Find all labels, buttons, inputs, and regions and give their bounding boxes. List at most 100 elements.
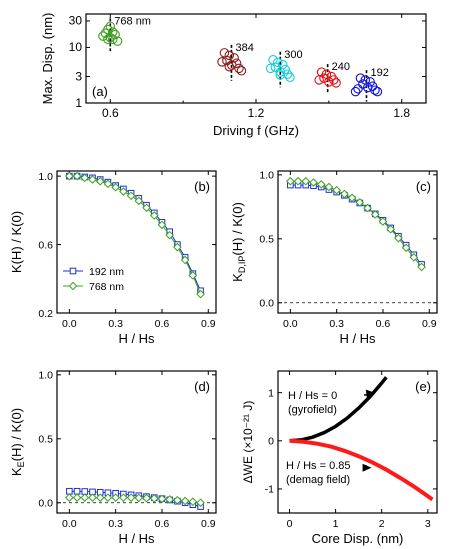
panel-b-frame <box>56 170 217 314</box>
data-point <box>134 196 144 206</box>
x-tick-label: 0.3 <box>329 318 344 330</box>
y-tick-label: 1.0 <box>38 171 53 183</box>
data-point <box>331 78 341 88</box>
data-point <box>103 493 113 502</box>
y-tick-label: 0.2 <box>38 308 53 320</box>
series-line <box>289 376 388 443</box>
series-192: 192 <box>350 67 389 102</box>
data-point <box>142 493 151 503</box>
series-demag-field <box>289 438 434 502</box>
data-point <box>347 193 357 203</box>
series-192-nm <box>287 181 425 268</box>
data-point <box>88 493 97 502</box>
legend-marker <box>69 267 77 275</box>
data-point <box>110 29 120 40</box>
data-point <box>95 493 105 502</box>
data-point <box>105 21 116 32</box>
panel-d: 0.0 0.3 0.6 0.9 0.0 0.5 1.0 H / Hs KE(H) / K(0) (… <box>9 370 217 546</box>
data-point <box>188 497 198 507</box>
x-tick-label: 1.2 <box>248 106 265 120</box>
data-point <box>72 171 82 181</box>
y-tick-label: -1 <box>265 484 274 496</box>
data-point <box>282 69 293 79</box>
data-point <box>180 255 190 265</box>
data-point <box>353 84 363 94</box>
data-point <box>80 173 90 183</box>
data-point <box>88 175 97 184</box>
series-label: 240 <box>332 61 350 73</box>
data-point <box>401 243 411 253</box>
series-gyrofield <box>289 376 388 443</box>
data-point <box>107 27 118 37</box>
data-point <box>103 179 113 189</box>
y-tick-label: 0.5 <box>38 434 53 446</box>
x-tick-label: 3 <box>425 518 431 530</box>
x-axis-label: H / Hs <box>339 331 376 346</box>
panel-label: (b) <box>194 179 210 194</box>
data-point <box>309 178 318 187</box>
y-tick-label: 0.6 <box>38 239 53 251</box>
data-point <box>280 64 290 75</box>
data-point <box>107 34 118 45</box>
data-point <box>409 253 419 262</box>
panel-label: (c) <box>416 179 431 194</box>
series-240: 240 <box>314 61 350 93</box>
panel-d-frame <box>56 370 217 514</box>
series-line <box>290 184 422 265</box>
x-tick-label: 0.3 <box>108 518 123 530</box>
data-point <box>270 62 281 73</box>
data-point <box>126 493 136 502</box>
panel-label: (e) <box>415 379 431 394</box>
series-label: 300 <box>284 49 302 61</box>
data-point <box>196 289 205 299</box>
x-tick-label: 0.6 <box>102 106 119 120</box>
y-tick-label: 0 <box>268 436 274 448</box>
legend-label: 192 nm <box>89 266 124 278</box>
data-point <box>340 189 349 199</box>
data-point <box>234 63 244 74</box>
data-point <box>236 66 247 76</box>
data-point <box>316 180 326 189</box>
data-point <box>265 63 276 74</box>
annotation-sub: (demag field) <box>286 474 350 486</box>
data-point <box>65 171 74 181</box>
x-axis-label: Core Disp. (nm) <box>312 531 404 546</box>
y-tick-label: 3 <box>75 69 82 83</box>
data-point <box>142 203 151 213</box>
x-tick-label: 0.0 <box>62 518 77 530</box>
x-axis-label: H / Hs <box>118 331 155 346</box>
series-line <box>290 180 422 268</box>
y-tick-label: 1 <box>268 387 274 399</box>
series-line <box>69 490 201 508</box>
x-tick-label: 0.0 <box>283 318 298 330</box>
x-tick-label: 0.3 <box>108 318 123 330</box>
x-tick-label: 0.9 <box>201 518 216 530</box>
data-point <box>355 73 366 83</box>
arrow-head <box>365 389 375 398</box>
y-tick-label: 30 <box>69 14 83 28</box>
annotation-gyrofield: H / Hs = 0 (gyrofield) <box>288 389 375 416</box>
data-point <box>119 493 128 502</box>
x-tick-label: 0.6 <box>376 318 391 330</box>
data-point <box>66 487 73 495</box>
x-tick-label: 2 <box>379 518 385 530</box>
arrow-head <box>362 463 372 472</box>
data-point <box>173 495 182 505</box>
data-point <box>119 187 128 196</box>
panel-c-frame <box>277 170 438 314</box>
data-point <box>165 495 174 504</box>
data-point <box>301 176 311 186</box>
panel-e-frame <box>277 370 438 514</box>
data-point <box>188 271 198 280</box>
data-point <box>285 72 295 83</box>
data-point <box>275 70 286 80</box>
data-point <box>149 211 159 220</box>
series-384: 384 <box>217 42 254 81</box>
data-point <box>126 191 136 201</box>
annotation-text: H / Hs = 0.85 <box>286 460 351 472</box>
x-axis-label: H / Hs <box>118 531 155 546</box>
data-point <box>224 50 235 61</box>
series-768-nm <box>65 171 205 299</box>
data-point <box>314 75 324 85</box>
data-point <box>95 176 105 186</box>
